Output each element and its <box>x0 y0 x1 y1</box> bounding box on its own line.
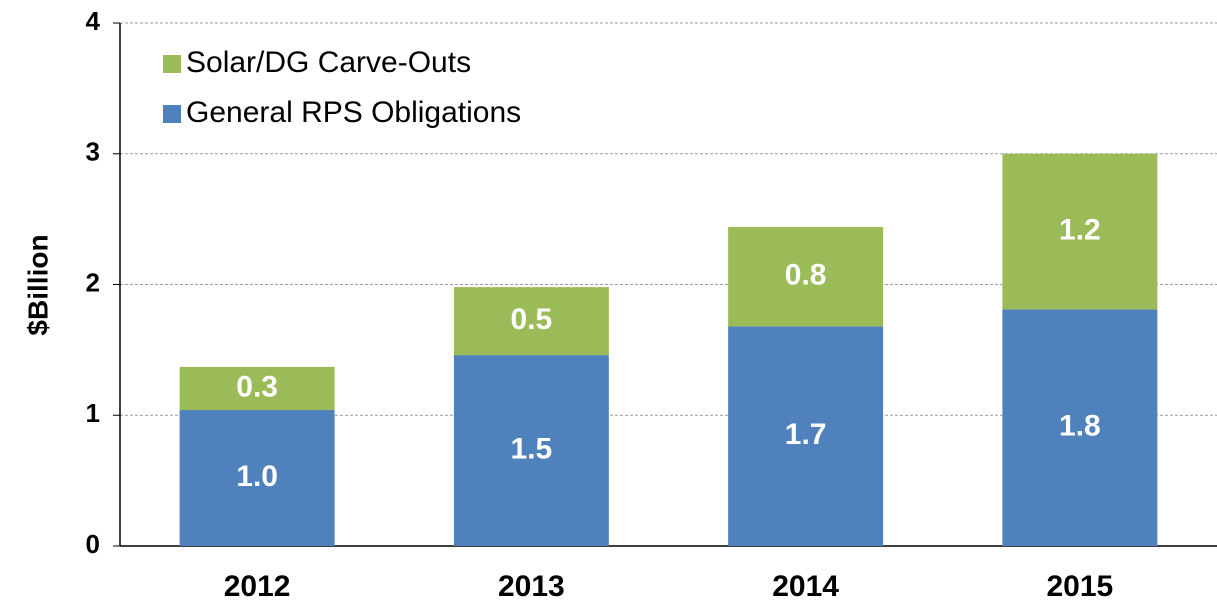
bar-segment <box>179 366 335 411</box>
legend-swatch <box>163 105 181 123</box>
x-tick-label: 2014 <box>772 570 839 603</box>
legend-label: General RPS Obligations <box>186 96 521 129</box>
legend-swatch <box>163 55 181 73</box>
value-label: 1.8 <box>1059 410 1101 443</box>
bar-segment <box>179 410 335 546</box>
y-tick-label: 4 <box>86 6 101 36</box>
y-tick-label: 0 <box>86 529 100 559</box>
y-tick-label: 3 <box>86 137 100 167</box>
value-label: 1.7 <box>785 418 827 451</box>
x-tick-label: 2012 <box>224 570 291 603</box>
bar-segment <box>453 355 609 546</box>
bar-segment <box>1002 309 1158 546</box>
value-label: 0.8 <box>785 259 827 292</box>
bar-segment <box>728 326 884 546</box>
bar-segment <box>453 287 609 356</box>
value-label: 1.2 <box>1059 213 1101 246</box>
value-label: 0.5 <box>511 303 553 336</box>
legend-label: Solar/DG Carve-Outs <box>186 46 471 79</box>
x-tick-label: 2015 <box>1047 570 1114 603</box>
value-label: 0.3 <box>236 370 278 403</box>
x-tick-label: 2013 <box>498 570 565 603</box>
value-label: 1.0 <box>236 460 278 493</box>
y-axis-title: $Billion <box>22 234 53 335</box>
y-tick-label: 1 <box>86 398 100 428</box>
value-label: 1.5 <box>511 432 553 465</box>
y-tick-label: 2 <box>86 267 100 297</box>
bar-segment <box>1002 153 1158 310</box>
bar-segment <box>728 226 884 327</box>
